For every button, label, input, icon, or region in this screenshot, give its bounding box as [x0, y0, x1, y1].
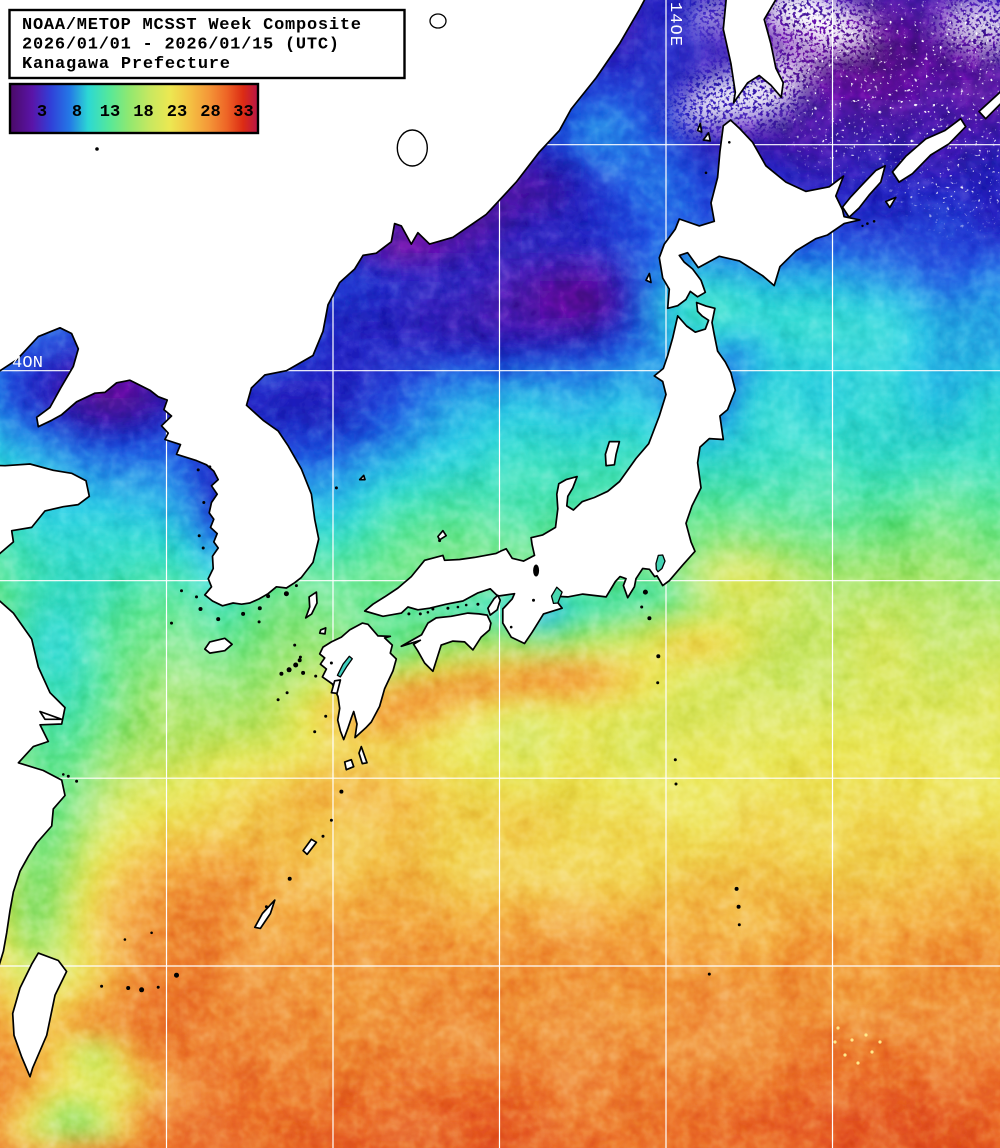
svg-text:23: 23 [167, 103, 187, 122]
svg-text:Kanagawa Prefecture: Kanagawa Prefecture [22, 55, 230, 74]
svg-text:4ON: 4ON [12, 354, 43, 373]
svg-text:NOAA/METOP MCSST Week Composit: NOAA/METOP MCSST Week Composite [22, 16, 361, 35]
svg-text:28: 28 [200, 103, 220, 122]
svg-text:33: 33 [233, 103, 253, 122]
svg-text:3: 3 [37, 103, 47, 122]
svg-text:13: 13 [100, 103, 120, 122]
svg-text:18: 18 [133, 103, 153, 122]
svg-text:14OE: 14OE [665, 2, 684, 46]
svg-text:8: 8 [72, 103, 82, 122]
svg-text:2026/01/01 - 2026/01/15 (UTC): 2026/01/01 - 2026/01/15 (UTC) [22, 36, 339, 55]
